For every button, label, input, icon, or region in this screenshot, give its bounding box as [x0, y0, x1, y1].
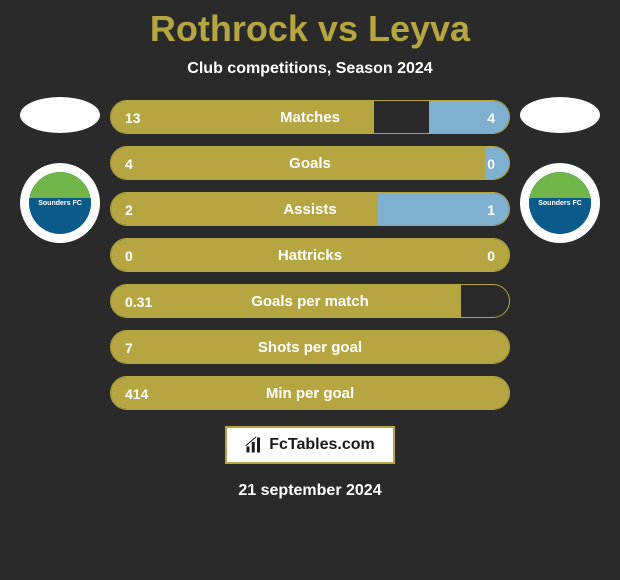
- left-club-badge: Sounders FC: [20, 163, 100, 243]
- subtitle: Club competitions, Season 2024: [187, 60, 432, 78]
- right-player-col: Sounders FC: [510, 92, 610, 243]
- left-club-name: Sounders FC: [29, 198, 91, 209]
- stat-row: Assists2 1: [110, 192, 510, 226]
- stat-value-left: 414: [125, 377, 148, 410]
- stat-value-right: 0: [487, 239, 495, 272]
- stat-label: Goals per match: [111, 285, 509, 318]
- source-text: FcTables.com: [269, 436, 375, 454]
- stat-value-left: 0: [125, 239, 133, 272]
- chart-icon: [245, 436, 263, 454]
- stat-row: Goals per match0.31: [110, 284, 510, 318]
- stat-row: Goals4 0: [110, 146, 510, 180]
- stat-value-right: 4: [487, 101, 495, 134]
- stat-value-left: 2: [125, 193, 133, 226]
- right-player-avatar: [520, 97, 600, 133]
- stat-value-left: 4: [125, 147, 133, 180]
- stat-label: Matches: [111, 101, 509, 134]
- stat-label: Goals: [111, 147, 509, 180]
- source-badge[interactable]: FcTables.com: [225, 426, 395, 464]
- stat-row: Hattricks0 0: [110, 238, 510, 272]
- left-player-avatar: [20, 97, 100, 133]
- stat-value-left: 7: [125, 331, 133, 364]
- left-player-col: Sounders FC: [10, 92, 110, 243]
- stat-value-right: 0: [487, 147, 495, 180]
- stats-bars: Matches134Goals40Assists21Hattricks00Goa…: [110, 100, 510, 410]
- stat-label: Min per goal: [111, 377, 509, 410]
- stat-row: Min per goal414: [110, 376, 510, 410]
- stat-row: Shots per goal7: [110, 330, 510, 364]
- stat-label: Hattricks: [111, 239, 509, 272]
- right-club-name: Sounders FC: [529, 198, 591, 209]
- stat-row: Matches13 4: [110, 100, 510, 134]
- stat-value-right: 1: [487, 193, 495, 226]
- stat-value-left: 13: [125, 101, 141, 134]
- comparison-row: Sounders FC Matches134Goals40Assists21Ha…: [0, 92, 620, 410]
- page-title: Rothrock vs Leyva: [150, 8, 470, 50]
- stat-label: Shots per goal: [111, 331, 509, 364]
- right-club-badge: Sounders FC: [520, 163, 600, 243]
- stat-value-left: 0.31: [125, 285, 152, 318]
- stat-label: Assists: [111, 193, 509, 226]
- date: 21 september 2024: [238, 482, 381, 500]
